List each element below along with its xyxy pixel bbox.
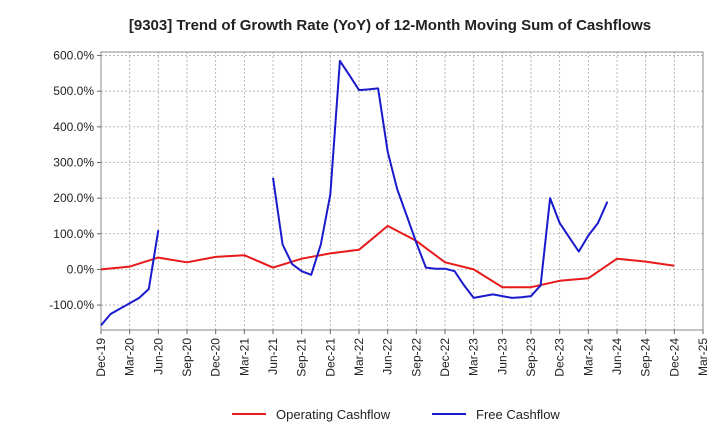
x-tick-label: Sep-22	[409, 338, 423, 377]
x-tick-label: Dec-21	[323, 338, 337, 377]
axes	[97, 51, 704, 334]
x-tick-label: Mar-24	[581, 338, 595, 376]
x-tick-label: Mar-22	[352, 338, 366, 376]
x-tick-label: Jun-20	[151, 338, 165, 375]
grid	[100, 52, 704, 330]
x-tick-label: Sep-23	[524, 338, 538, 377]
y-tick-label: 300.0%	[53, 155, 94, 169]
legend-label: Operating Cashflow	[276, 407, 391, 422]
x-tick-label: Jun-22	[381, 338, 395, 375]
series-line-free-cashflow	[100, 59, 609, 327]
x-tick-labels: Dec-19 Mar-20 Jun-20 Sep-20 Dec-20 Mar-21 Jun-…	[94, 338, 710, 377]
series-lines	[100, 59, 675, 327]
y-tick-label: -100.0%	[49, 298, 94, 312]
x-tick-label: Dec-20	[209, 338, 223, 377]
y-tick-labels: 600.0% 500.0% 400.0% 300.0% 200.0% 100.0% 0.0%…	[49, 49, 94, 312]
x-tick-label: Sep-20	[180, 338, 194, 377]
chart-title: [9303] Trend of Growth Rate (YoY) of 12-…	[129, 17, 651, 34]
y-tick-label: 200.0%	[53, 191, 94, 205]
y-tick-label: 500.0%	[53, 84, 94, 98]
x-tick-label: Mar-21	[237, 338, 251, 376]
x-tick-label: Dec-19	[94, 338, 108, 377]
legend-label: Free Cashflow	[476, 407, 560, 422]
legend: Operating Cashflow Free Cashflow	[232, 407, 560, 422]
x-tick-label: Dec-24	[667, 338, 681, 377]
x-tick-label: Sep-21	[295, 338, 309, 377]
y-tick-label: 600.0%	[53, 49, 94, 63]
plot-frame	[100, 51, 704, 331]
series-line-operating-cashflow	[100, 224, 675, 289]
y-tick-label: 100.0%	[53, 227, 94, 241]
y-tick-label: 0.0%	[67, 262, 95, 276]
x-tick-label: Jun-24	[610, 338, 624, 375]
x-tick-label: Mar-23	[467, 338, 481, 376]
x-tick-label: Jun-21	[266, 338, 280, 375]
x-tick-label: Dec-22	[438, 338, 452, 377]
y-tick-label: 400.0%	[53, 120, 94, 134]
x-tick-label: Jun-23	[495, 338, 509, 375]
x-tick-label: Mar-25	[696, 338, 710, 376]
x-tick-label: Sep-24	[639, 338, 653, 377]
x-tick-label: Mar-20	[123, 338, 137, 376]
x-tick-label: Dec-23	[553, 338, 567, 377]
